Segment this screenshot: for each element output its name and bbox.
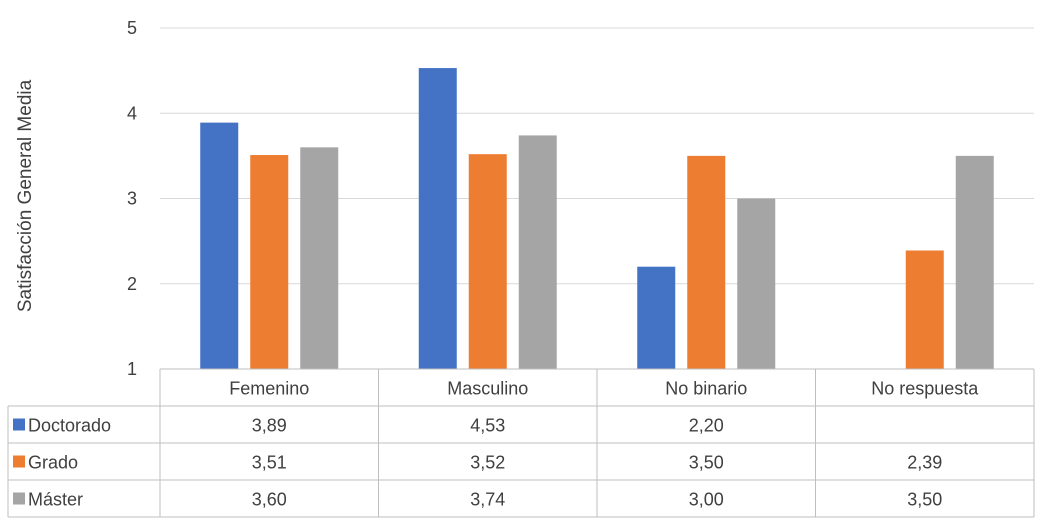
y-tick-label: 2 bbox=[127, 274, 137, 294]
legend-swatch bbox=[13, 418, 25, 431]
bar bbox=[905, 250, 944, 369]
bar bbox=[200, 122, 239, 369]
bar bbox=[250, 155, 289, 369]
x-tick-label: No binario bbox=[665, 379, 747, 399]
bar bbox=[300, 147, 339, 369]
data-label: 3,74 bbox=[470, 490, 505, 510]
data-label: 3,00 bbox=[689, 490, 724, 510]
bar bbox=[737, 198, 776, 369]
data-label: 3,51 bbox=[252, 453, 287, 473]
y-tick-label: 5 bbox=[127, 18, 137, 38]
y-tick-label: 3 bbox=[127, 189, 137, 209]
legend-swatch bbox=[13, 492, 25, 505]
bar bbox=[418, 68, 457, 369]
data-label: 3,52 bbox=[470, 453, 505, 473]
legend-label: Grado bbox=[28, 453, 78, 473]
bar bbox=[468, 154, 507, 369]
legend-swatch bbox=[13, 455, 25, 468]
data-table: Femenino Masculino No binario No respuesta D… bbox=[7, 368, 1035, 518]
data-label: 2,39 bbox=[907, 453, 942, 473]
bars bbox=[200, 68, 994, 369]
x-tick-label: Masculino bbox=[447, 379, 528, 399]
data-label: 4,53 bbox=[470, 416, 505, 436]
x-tick-label: No respuesta bbox=[871, 379, 979, 399]
y-tick-label: 1 bbox=[127, 359, 137, 379]
y-axis-label: Satisfacción General Media bbox=[15, 79, 36, 312]
legend-label: Máster bbox=[28, 490, 83, 510]
y-tick-label: 4 bbox=[127, 103, 137, 123]
bar bbox=[637, 266, 676, 369]
legend-label: Doctorado bbox=[28, 416, 111, 436]
data-label: 3,60 bbox=[252, 490, 287, 510]
bar bbox=[687, 155, 726, 369]
bar bbox=[955, 155, 994, 369]
data-label: 2,20 bbox=[689, 416, 724, 436]
chart-text: Satisfacción General Media bbox=[15, 79, 36, 312]
data-label: 3,89 bbox=[252, 416, 287, 436]
bar bbox=[518, 135, 557, 369]
data-label: 3,50 bbox=[689, 453, 724, 473]
data-label: 3,50 bbox=[907, 490, 942, 510]
x-tick-label: Femenino bbox=[229, 379, 309, 399]
